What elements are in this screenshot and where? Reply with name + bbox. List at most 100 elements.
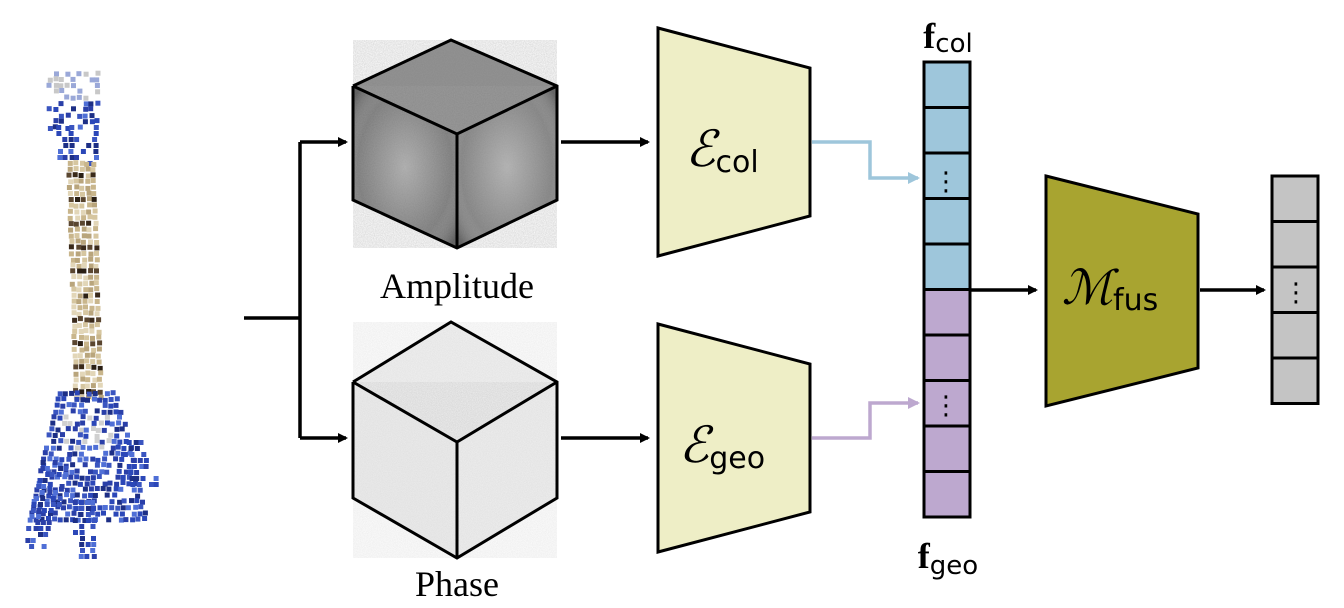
guitar-point <box>71 304 77 310</box>
guitar-point <box>85 370 91 376</box>
guitar-point <box>100 486 106 491</box>
guitar-point <box>72 323 78 329</box>
guitar-point <box>108 403 114 409</box>
guitar-point <box>84 335 90 341</box>
guitar-point <box>85 475 91 481</box>
guitar-point <box>34 496 39 501</box>
svg-text:fgeo: fgeo <box>918 536 978 581</box>
guitar-point <box>120 480 126 485</box>
guitar-point <box>97 389 103 395</box>
svg-text:fcol: fcol <box>923 16 972 59</box>
guitar-point <box>134 446 140 451</box>
guitar-point <box>37 478 43 483</box>
guitar-point <box>153 476 159 481</box>
fusion-symbol: ℳ <box>1062 262 1120 315</box>
guitar-point <box>54 402 60 408</box>
guitar-point <box>76 244 82 250</box>
guitar-point <box>97 365 103 371</box>
guitar-point <box>67 215 73 221</box>
guitar-point <box>125 432 130 438</box>
guitar-point <box>93 149 99 154</box>
guitar-point <box>130 482 136 487</box>
guitar-point <box>140 476 146 481</box>
guitar-point <box>85 397 90 403</box>
guitar-point <box>86 220 92 226</box>
guitar-point <box>69 469 75 475</box>
guitar-point <box>93 280 99 286</box>
guitar-point <box>93 226 99 232</box>
guitar-point <box>134 498 140 504</box>
guitar-point <box>51 469 57 475</box>
output-vector <box>1270 174 1320 405</box>
guitar-point <box>87 445 93 451</box>
guitar-point <box>80 414 86 420</box>
guitar-point <box>96 346 102 352</box>
guitar-point <box>109 450 115 456</box>
guitar-point <box>99 469 105 475</box>
guitar-point <box>138 440 144 445</box>
guitar-point <box>89 305 95 311</box>
guitar-point <box>93 143 99 148</box>
guitar-point <box>53 76 59 82</box>
guitar-point <box>85 518 91 523</box>
guitar-point <box>71 334 77 339</box>
guitar-point <box>118 517 124 523</box>
guitar-point <box>74 390 80 396</box>
guitar-point <box>78 329 84 334</box>
guitar-point <box>73 359 79 365</box>
guitar-point <box>110 445 116 451</box>
guitar-point <box>50 498 56 504</box>
guitar-point <box>125 505 131 511</box>
guitar-point <box>113 511 119 517</box>
guitar-point <box>114 481 120 487</box>
guitar-point <box>62 420 68 426</box>
guitar-point <box>90 383 96 389</box>
guitar-point <box>44 445 49 451</box>
guitar-point <box>82 298 88 304</box>
guitar-point <box>82 493 88 499</box>
guitar-point <box>89 323 95 329</box>
guitar-point <box>67 208 73 214</box>
guitar-point <box>103 450 109 456</box>
guitar-point <box>87 161 93 166</box>
guitar-point <box>80 444 86 450</box>
guitar-point <box>85 542 91 547</box>
guitar-point <box>41 456 47 462</box>
guitar-point <box>153 482 159 487</box>
guitar-point <box>73 364 79 370</box>
guitar-point <box>75 215 81 221</box>
guitar-point <box>74 257 80 263</box>
guitar-point <box>80 191 85 197</box>
guitar-point <box>44 466 50 471</box>
guitar-point <box>126 440 132 445</box>
guitar-point <box>83 281 89 287</box>
color-feature-subscript: col <box>935 29 972 59</box>
guitar-point <box>77 409 83 415</box>
guitar-point <box>33 526 39 531</box>
color-feature-ellipsis: ⋮ <box>933 167 959 197</box>
guitar-point <box>77 457 83 463</box>
guitar-point <box>71 510 77 516</box>
guitar-point <box>81 245 87 251</box>
guitar-point <box>80 209 86 215</box>
guitar-point <box>82 462 88 468</box>
guitar-point <box>47 490 53 495</box>
guitar-point <box>95 353 101 359</box>
geometry-encoder-subscript: geo <box>709 441 765 476</box>
guitar-point <box>74 155 79 160</box>
guitar-point <box>79 166 85 172</box>
guitar-point <box>98 370 104 376</box>
guitar-point <box>89 510 95 516</box>
guitar-point <box>63 414 69 420</box>
guitar-point <box>94 77 100 83</box>
guitar-point <box>79 371 85 377</box>
guitar-point <box>93 444 99 450</box>
guitar-point <box>36 508 42 513</box>
guitar-point <box>58 118 64 124</box>
guitar-point <box>68 197 74 202</box>
guitar-point <box>88 469 93 475</box>
guitar-point <box>73 371 79 377</box>
guitar-point <box>91 554 97 559</box>
guitar-point <box>47 486 53 492</box>
guitar-point <box>88 251 94 257</box>
